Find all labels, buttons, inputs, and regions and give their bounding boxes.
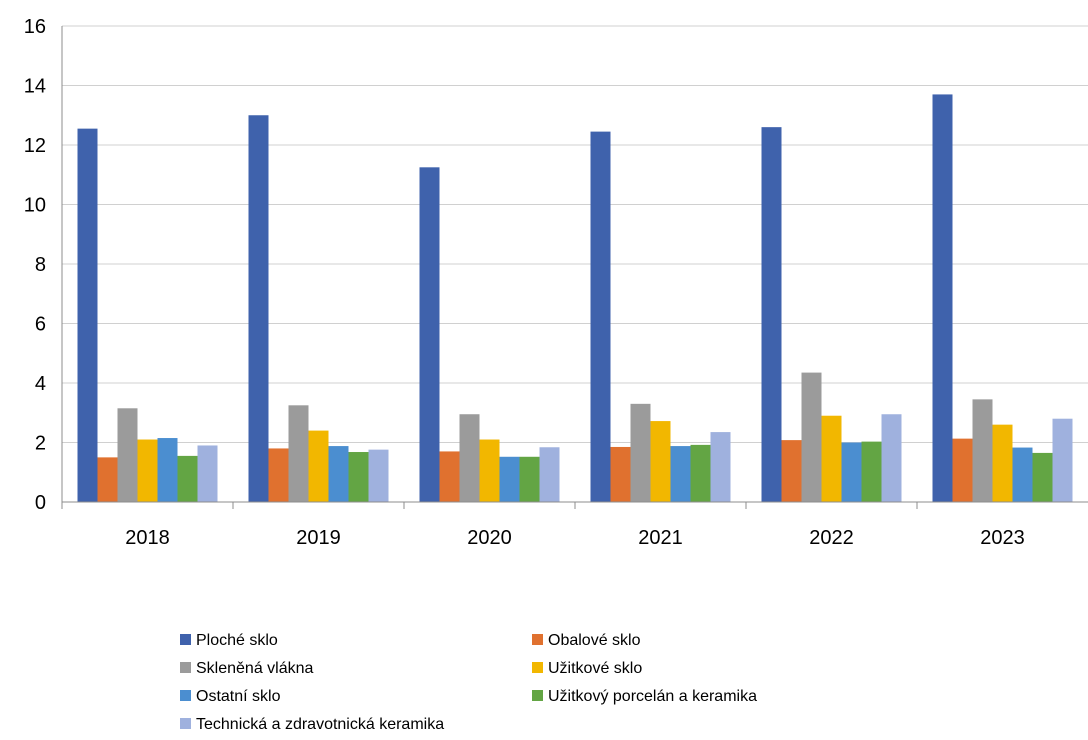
x-tick-label: 2019 <box>296 527 341 549</box>
x-tick-label: 2022 <box>809 527 854 549</box>
bar <box>77 128 98 502</box>
bar <box>1012 447 1033 502</box>
legend-swatch <box>180 718 191 729</box>
y-tick-label: 8 <box>35 254 46 276</box>
bar <box>328 446 349 502</box>
bar <box>932 94 953 503</box>
y-tick-label: 4 <box>35 373 46 395</box>
bar <box>288 405 309 502</box>
bar <box>419 167 440 502</box>
bar <box>499 456 520 502</box>
legend-item: Obalové sklo <box>532 632 641 649</box>
bars <box>77 94 1073 503</box>
bar <box>97 457 118 502</box>
bar <box>1032 452 1053 502</box>
bar <box>670 446 691 502</box>
bar <box>439 451 460 502</box>
legend-label: Užitkový porcelán a keramika <box>548 688 757 705</box>
bar <box>821 415 842 502</box>
x-tick-label: 2020 <box>467 527 512 549</box>
bar <box>308 430 329 502</box>
bar <box>368 449 389 502</box>
legend-swatch <box>532 662 543 673</box>
legend-label: Ploché sklo <box>196 632 278 649</box>
bar <box>479 439 500 502</box>
bar <box>761 127 782 503</box>
bar <box>590 131 611 503</box>
gridlines <box>62 25 1088 443</box>
legend-swatch <box>180 662 191 673</box>
y-tick-label: 10 <box>24 195 46 217</box>
legend-label: Ostatní sklo <box>196 688 281 705</box>
bar <box>459 414 480 502</box>
bar <box>881 414 902 502</box>
bar <box>348 452 369 502</box>
axes <box>61 26 1088 509</box>
tick-labels: 0 2 4 6 8 10 12 14 16 2018 2019 2020 2021 2022 2023 <box>24 16 1025 549</box>
y-tick-label: 14 <box>24 76 46 98</box>
bar <box>539 447 560 502</box>
bar <box>268 448 289 502</box>
legend-swatch <box>532 634 543 645</box>
legend-swatch <box>180 634 191 645</box>
y-tick-label: 0 <box>35 492 46 514</box>
legend-swatch <box>532 690 543 701</box>
bar <box>841 442 862 502</box>
bar <box>248 115 269 502</box>
legend-label: Skleněná vlákna <box>196 660 314 677</box>
bar <box>117 408 138 502</box>
bar <box>137 439 158 502</box>
bar <box>952 438 973 502</box>
y-tick-label: 2 <box>35 433 46 455</box>
legend-item: Technická a zdravotnická keramika <box>180 716 444 733</box>
y-tick-label: 6 <box>35 314 46 336</box>
legend-item: Skleněná vlákna <box>180 660 314 677</box>
bar <box>630 403 651 502</box>
y-tick-label: 12 <box>24 135 46 157</box>
bar <box>519 456 540 502</box>
bar <box>710 432 731 502</box>
bar <box>690 444 711 502</box>
bar <box>197 445 218 502</box>
legend-item: Užitkové sklo <box>532 660 642 677</box>
x-tick-label: 2018 <box>125 527 170 549</box>
legend-item: Ploché sklo <box>180 632 278 649</box>
bar <box>801 372 822 502</box>
bar <box>781 440 802 502</box>
legend: Ploché sklo Obalové sklo Skleněná vlákna Už… <box>180 632 757 733</box>
y-tick-label: 16 <box>24 16 46 38</box>
bar <box>861 441 882 502</box>
bar <box>610 446 631 502</box>
bar <box>157 438 178 502</box>
bar <box>650 421 671 502</box>
x-tick-label: 2021 <box>638 527 683 549</box>
legend-label: Užitkové sklo <box>548 660 642 677</box>
legend-item: Užitkový porcelán a keramika <box>532 688 757 705</box>
legend-item: Ostatní sklo <box>180 688 281 705</box>
legend-swatch <box>180 690 191 701</box>
legend-label: Obalové sklo <box>548 632 641 649</box>
bar <box>177 455 198 502</box>
bar <box>972 399 993 502</box>
bar <box>992 424 1013 502</box>
x-tick-label: 2023 <box>980 527 1025 549</box>
legend-label: Technická a zdravotnická keramika <box>196 716 444 733</box>
bar <box>1052 418 1073 502</box>
